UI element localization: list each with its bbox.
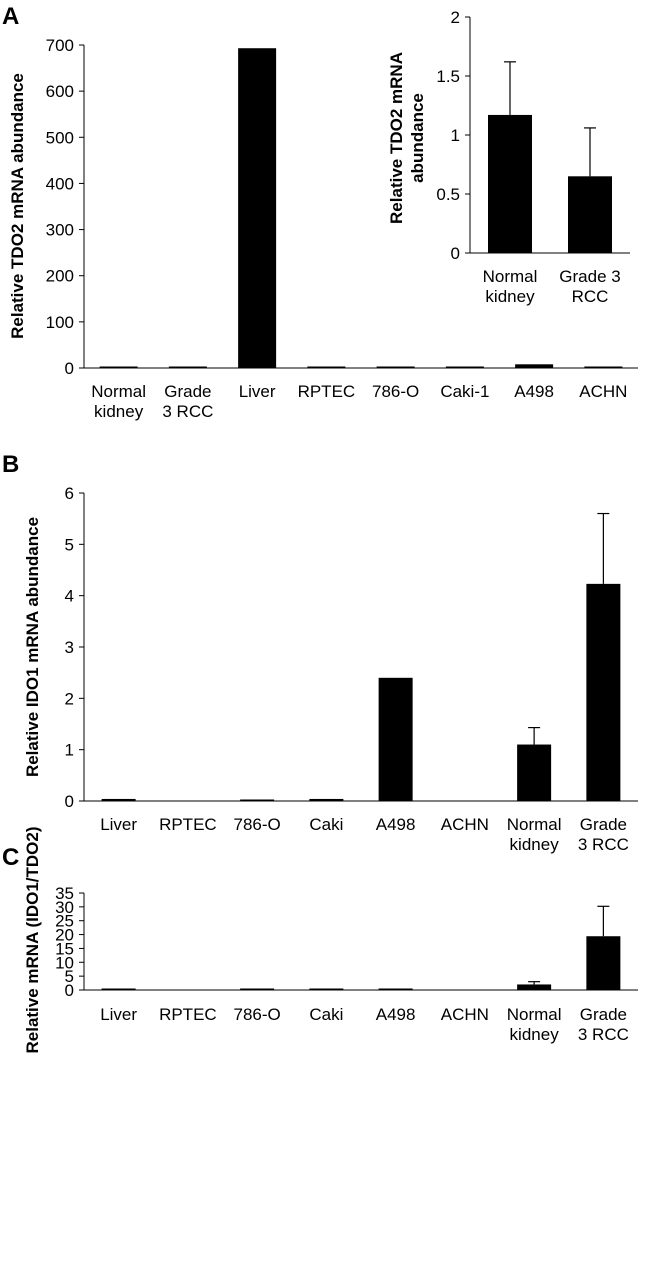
y-tick-label: 1.5: [436, 67, 460, 86]
bar-a498: [515, 364, 554, 368]
category-label: kidney: [94, 402, 144, 421]
bar-caki-1: [445, 366, 484, 368]
y-axis-title: Relative TDO2 mRNA: [387, 52, 406, 224]
y-tick-label: 700: [46, 36, 74, 55]
category-label: Caki: [309, 1005, 343, 1024]
panel-letter-c: C: [2, 844, 19, 871]
category-label: RCC: [572, 287, 609, 306]
category-label: Grade: [580, 1005, 627, 1024]
bar-normal-kidney: [517, 984, 552, 990]
category-label: kidney: [510, 835, 560, 854]
y-tick-label: 300: [46, 221, 74, 240]
y-tick-label: 1: [65, 741, 74, 760]
y-axis-title: abundance: [408, 93, 427, 183]
y-tick-label: 15: [55, 939, 74, 958]
bar-normal-kidney: [99, 366, 138, 368]
category-label: Normal: [507, 815, 562, 834]
y-tick-label: 0.5: [436, 185, 460, 204]
y-tick-label: 600: [46, 82, 74, 101]
bar-a498: [378, 677, 413, 801]
category-label: 786-O: [372, 382, 419, 401]
category-label: RPTEC: [159, 1005, 217, 1024]
bar-liver: [101, 798, 136, 801]
category-label: Grade: [580, 815, 627, 834]
category-label: RPTEC: [298, 382, 356, 401]
category-label: 786-O: [234, 815, 281, 834]
category-label: 3 RCC: [578, 835, 629, 854]
bar-786-o: [240, 799, 275, 801]
category-label: Grade 3: [559, 267, 620, 286]
y-axis-title: Relative mRNA (IDO1/TDO2): [23, 826, 42, 1053]
y-tick-label: 35: [55, 884, 74, 903]
category-label: ACHN: [441, 1005, 489, 1024]
y-tick-label: 100: [46, 313, 74, 332]
y-tick-label: 3: [65, 638, 74, 657]
category-label: 3 RCC: [578, 1025, 629, 1044]
category-label: ACHN: [579, 382, 627, 401]
bar-normal-kidney: [517, 744, 552, 801]
bar-786-o: [240, 988, 275, 990]
category-label: Liver: [100, 815, 137, 834]
panel-a: A 0100200300400500600700NormalkidneyGrad…: [2, 3, 638, 421]
panel-b: B 0 1 2 3 4 5 6 Liver RPTEC 786-O Caki A498 ACHN Norm…: [2, 451, 638, 854]
category-label: kidney: [510, 1025, 560, 1044]
y-tick-label: 30: [55, 898, 74, 917]
y-tick-label: 400: [46, 174, 74, 193]
category-label: RPTEC: [159, 815, 217, 834]
y-axis-title: Relative IDO1 mRNA abundance: [23, 517, 42, 777]
category-label: A498: [514, 382, 554, 401]
y-tick-label: 0: [65, 792, 74, 811]
y-tick-label: 10: [55, 953, 74, 972]
category-label: kidney: [485, 287, 535, 306]
category-label: 786-O: [234, 1005, 281, 1024]
category-label: Normal: [91, 382, 146, 401]
y-tick-label: 0: [451, 244, 460, 263]
bar-rptec: [307, 366, 346, 368]
bar-grade-3-rcc: [168, 366, 207, 368]
y-tick-label: 500: [46, 128, 74, 147]
y-tick-label: 5: [65, 535, 74, 554]
category-label: A498: [376, 1005, 416, 1024]
category-label: Grade: [164, 382, 211, 401]
bar-786-o: [376, 366, 415, 368]
bar-a498: [378, 988, 413, 990]
y-tick-label: 25: [55, 912, 74, 931]
bar-normal-kidney: [488, 114, 532, 253]
bar-liver: [238, 48, 277, 368]
panel-letter-a: A: [2, 3, 19, 30]
y-tick-label: 200: [46, 267, 74, 286]
category-label: Caki: [309, 815, 343, 834]
bar-caki: [309, 798, 344, 801]
y-axis-title: Relative TDO2 mRNA abundance: [8, 73, 27, 339]
category-label: Liver: [239, 382, 276, 401]
y-tick-label: 6: [65, 484, 74, 503]
y-tick-label: 0: [65, 359, 74, 378]
bar-grade-3-rcc: [586, 936, 621, 990]
bar-caki: [309, 988, 344, 990]
category-label: ACHN: [441, 815, 489, 834]
category-label: A498: [376, 815, 416, 834]
category-label: Normal: [483, 267, 538, 286]
bar-grade-3-rcc: [568, 176, 612, 253]
y-tick-label: 0: [65, 981, 74, 1000]
y-tick-label: 2: [451, 8, 460, 27]
y-tick-label: 4: [65, 587, 74, 606]
y-tick-label: 20: [55, 926, 74, 945]
y-tick-label: 1: [451, 126, 460, 145]
bar-achn: [584, 366, 623, 368]
y-tick-label: 5: [65, 967, 74, 986]
panel-letter-b: B: [2, 451, 19, 478]
bar-liver: [101, 988, 136, 990]
category-label: Caki-1: [440, 382, 489, 401]
category-label: Liver: [100, 1005, 137, 1024]
y-tick-label: 2: [65, 689, 74, 708]
bar-grade-3-rcc: [586, 583, 621, 801]
category-label: 3 RCC: [162, 402, 213, 421]
category-label: Normal: [507, 1005, 562, 1024]
